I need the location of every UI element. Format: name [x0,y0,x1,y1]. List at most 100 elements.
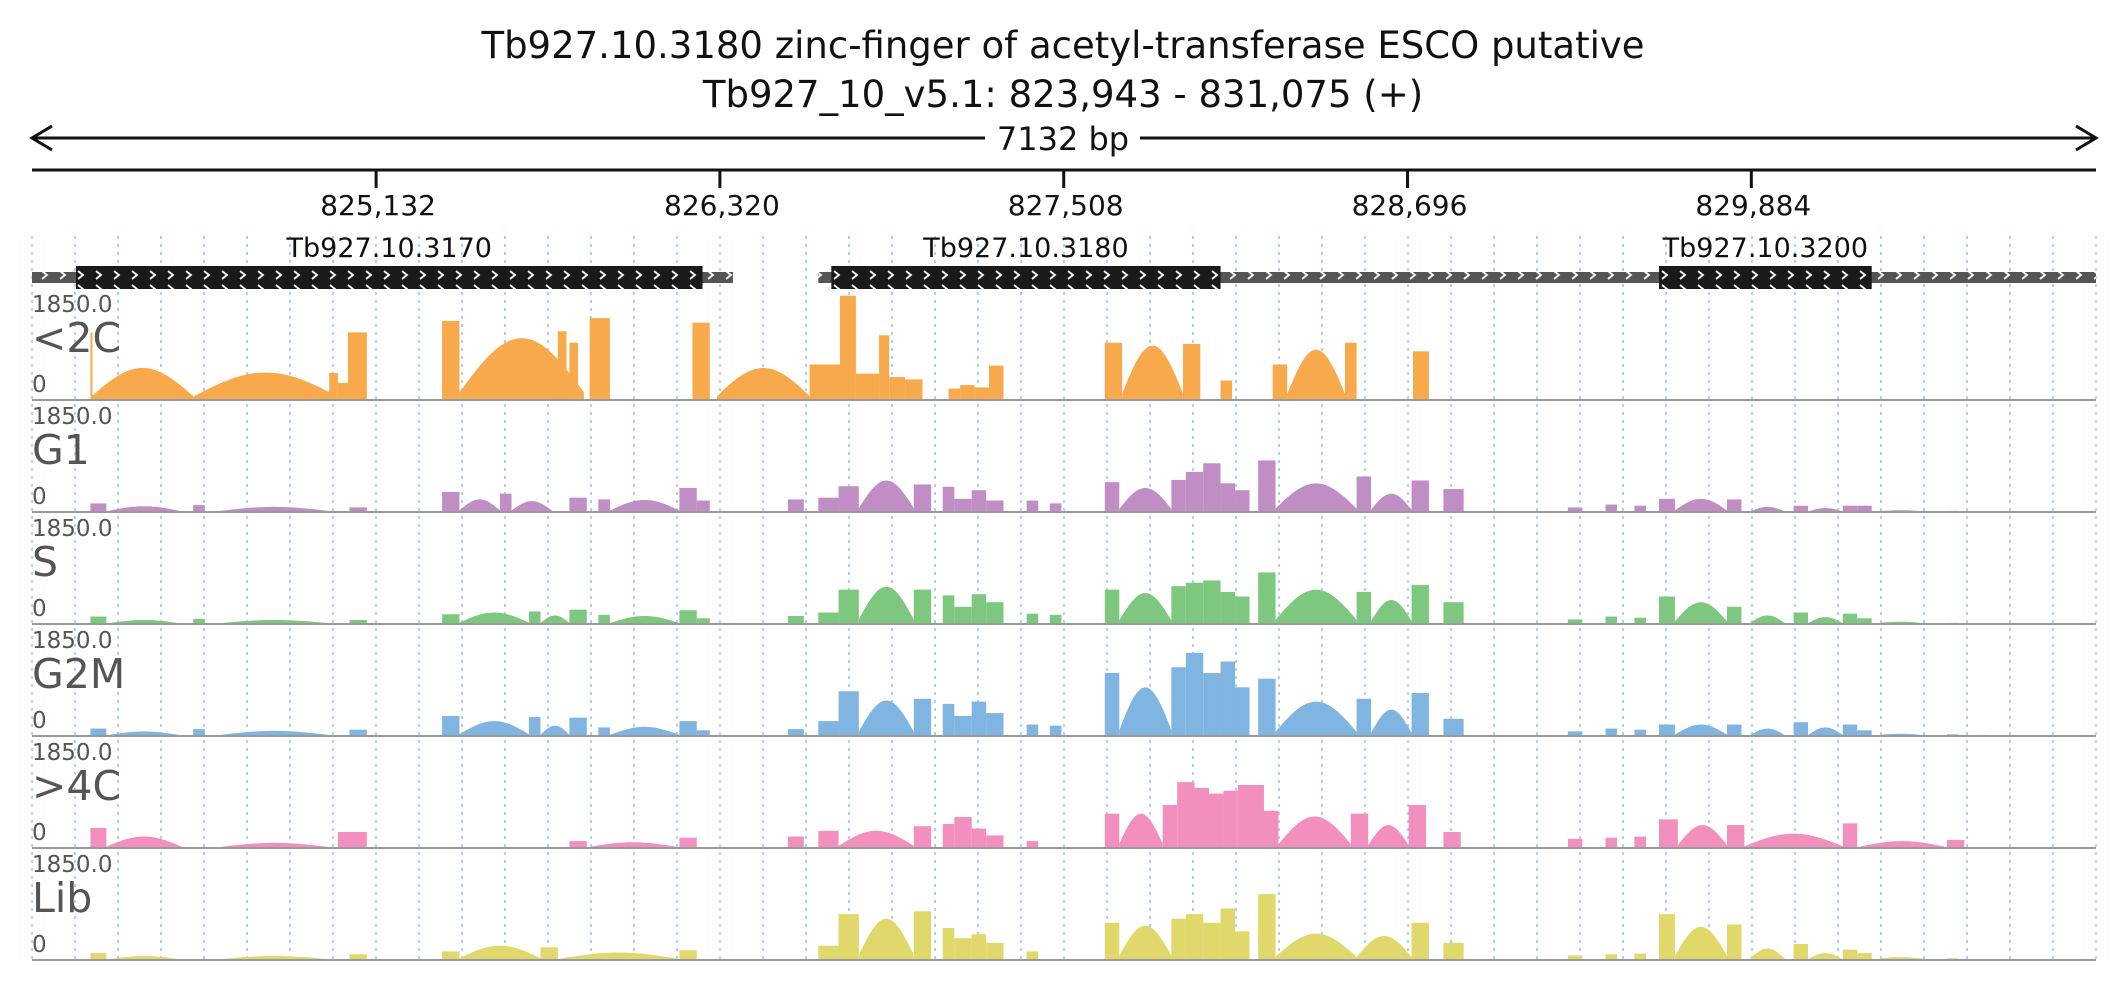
coverage-bar [1946,839,1965,848]
coverage-hump [838,830,914,848]
coverage-hump [1750,948,1785,960]
coverage-bar [818,612,839,624]
coverage-hump [1119,687,1172,736]
coverage-bar [809,364,841,400]
coverage-bar [838,691,859,736]
coverage-bar [954,715,972,736]
coverage-bar [1185,582,1204,624]
coverage-bar [442,715,460,736]
coverage-hump [586,842,680,848]
coverage-bar [1203,463,1221,512]
coverage-bar [679,837,697,848]
coverage-bar [971,490,987,512]
coverage-hump [1808,727,1843,736]
coverage-bar [1258,572,1276,624]
coverage-bar [787,836,804,848]
track-y-min: 0 [32,708,47,734]
coverage-bar [1223,790,1238,848]
coverage-bar [1727,924,1742,960]
coverage-bar [329,373,338,400]
track-y-min: 0 [32,372,47,398]
coverage-bar [349,729,367,736]
track-y-max: 1850.0 [32,404,112,430]
track-S: 1850.0 0 S [32,516,2096,625]
coverage-hump [609,500,680,512]
coverage-bar [90,953,107,960]
coverage-bar [1026,951,1039,960]
coverage-bar [971,701,987,736]
coverage-hump [511,501,553,512]
coverage-bar [838,914,859,960]
coverage-bar [442,491,460,512]
coverage-hump [1275,483,1357,512]
track-label: >4C [32,762,121,810]
coverage-hump [1371,599,1412,624]
coverage-hump [1119,925,1172,960]
coverage-bar [1162,805,1178,848]
coverage-hump [540,615,570,624]
coverage-bar [1634,617,1646,624]
coverage-bar [1443,718,1464,736]
coverage-bar [193,505,205,512]
coverage-bar [1842,724,1858,736]
coverage-bar [954,498,972,512]
coverage-bar [1605,616,1618,624]
coverage-bar [942,823,955,848]
gene-label: Tb927.10.3200 [1662,233,1868,264]
coverage-bar [1411,693,1429,736]
track-label: Lib [32,874,92,922]
coverage-bar [913,826,932,848]
coverage-bar [1413,351,1429,400]
coverage-bar [1235,687,1250,736]
coverage-bar [954,606,972,624]
coverage-bar [1443,602,1464,624]
coverage-hump [1275,701,1357,736]
coverage-hump [459,499,500,512]
coverage-bar [1258,460,1276,512]
coverage-bar [787,615,804,624]
coverage-bar [90,332,93,400]
coverage-bar [1263,810,1279,848]
coverage-hump [106,836,182,848]
coverage-bar [569,497,587,512]
coverage-hump [717,367,810,400]
coverage-hump [1278,816,1351,848]
coverage-bar [1411,922,1429,960]
span-arrow-right-head [2075,124,2099,152]
coverage-hump [1371,709,1412,736]
genomic-coordinates: Tb927_10_v5.1: 823,943 - 831,075 (+) [702,73,1423,116]
coverage-bar [1727,499,1742,512]
coverage-bar [787,729,804,736]
coverage-bar [569,841,587,848]
coverage-bar [696,500,710,512]
coverage-bar [1171,667,1186,736]
coverage-bar [986,835,1004,848]
coverage-bar [569,717,587,736]
coverage-bar [1356,698,1372,736]
coverage-hump [1674,724,1727,736]
coverage-hump [459,338,584,400]
coverage-bar [1634,953,1646,960]
coverage-hump [1750,615,1785,624]
coverage-bar [337,382,349,400]
coverage-bar [986,713,1004,736]
coverage-bar [1567,838,1583,848]
track-y-max: 1850.0 [32,292,112,318]
coverage-bar [1104,482,1120,512]
coverage-bar [348,332,367,400]
coverage-bar [838,589,859,624]
coverage-tracks: 1850.00<2C1850.00G11850.00S1850.00G2M185… [32,292,2096,961]
coverage-bar [1842,505,1858,512]
coverage-hump [459,721,529,736]
coverage-bar [1026,500,1039,512]
coverage-bar [540,947,558,960]
track-label: <2C [32,314,121,362]
coverage-hump [1808,617,1843,624]
coverage-bar [942,927,955,960]
coverage-bar [442,951,460,960]
coverage-bar [818,945,839,960]
coverage-bar [1408,805,1427,848]
coverage-hump [1371,493,1412,512]
coverage-hump [540,725,570,736]
coverage-bar [598,499,610,512]
